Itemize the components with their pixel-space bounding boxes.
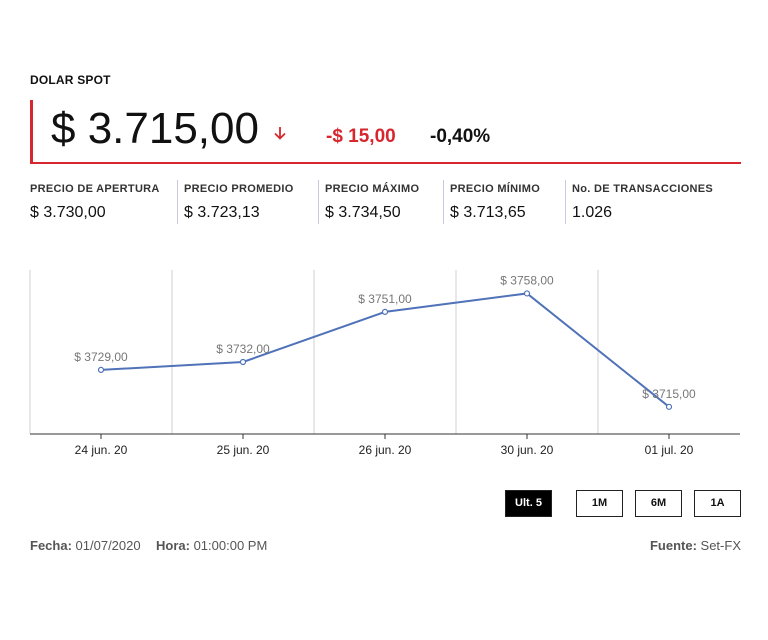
time-label: Hora:: [156, 538, 190, 553]
data-point: [381, 308, 389, 316]
current-price: $ 3.715,00: [51, 104, 259, 153]
x-tick-label: 24 jun. 20: [75, 443, 128, 457]
footer-date: Fecha: 01/07/2020: [30, 538, 141, 553]
stat-opening: PRECIO DE APERTURA $ 3.730,00: [30, 180, 160, 224]
date-label: Fecha:: [30, 538, 72, 553]
stat-label: PRECIO MÁXIMO: [325, 183, 420, 195]
time-value: 01:00:00 PM: [193, 538, 268, 553]
source-value: Set-FX: [700, 538, 741, 553]
arrow-down-icon: [274, 127, 286, 140]
stat-value: $ 3.723,13: [184, 204, 260, 221]
x-tick-label: 25 jun. 20: [217, 443, 270, 457]
x-tick-label: 30 jun. 20: [501, 443, 554, 457]
ticker-label: DOLAR SPOT: [30, 73, 111, 87]
data-label: $ 3751,00: [358, 292, 412, 306]
stat-average: PRECIO PROMEDIO $ 3.723,13: [177, 180, 294, 224]
x-tick-label: 26 jun. 20: [359, 443, 412, 457]
stat-value: 1.026: [572, 204, 613, 221]
data-point: [665, 403, 673, 410]
data-point: [239, 358, 247, 366]
x-tick-label: 01 jul. 20: [645, 443, 694, 457]
price-change-percent: -0,40%: [430, 126, 491, 147]
data-label: $ 3732,00: [216, 342, 270, 356]
footer-time: Hora: 01:00:00 PM: [156, 538, 267, 553]
stat-value: $ 3.730,00: [30, 204, 106, 221]
stat-value: $ 3.734,50: [325, 204, 401, 221]
data-label: $ 3729,00: [74, 350, 128, 364]
date-value: 01/07/2020: [75, 538, 141, 553]
data-label: $ 3715,00: [642, 387, 696, 401]
price-change: -$ 15,00: [326, 126, 396, 147]
stat-value: $ 3.713,65: [450, 204, 526, 221]
source-label: Fuente:: [649, 538, 697, 553]
stat-label: PRECIO DE APERTURA: [30, 183, 160, 195]
stat-transactions: No. DE TRANSACCIONES 1.026: [565, 180, 713, 224]
stat-label: No. DE TRANSACCIONES: [572, 183, 714, 195]
price-line-chart: 24 jun. 20 25 jun. 20 26 jun. 20 30 jun. 20…: [29, 270, 740, 457]
data-point: [97, 366, 105, 374]
range-button-1a[interactable]: 1A: [694, 490, 741, 517]
footer-source: Fuente: Set-FX: [650, 538, 741, 553]
stat-minimum: PRECIO MÍNIMO $ 3.713,65: [443, 180, 540, 224]
data-label: $ 3758,00: [500, 273, 554, 287]
price-panel: $ 3.715,00 -$ 15,00 -0,40%: [30, 100, 741, 164]
data-point: [523, 290, 531, 297]
stat-label: PRECIO MÍNIMO: [450, 183, 541, 195]
stat-label: PRECIO PROMEDIO: [184, 183, 294, 195]
stat-maximum: PRECIO MÁXIMO $ 3.734,50: [318, 180, 419, 224]
range-button-1m[interactable]: 1M: [576, 490, 623, 517]
range-button-ult5[interactable]: Ult. 5: [505, 490, 552, 517]
range-button-6m[interactable]: 6M: [635, 490, 682, 517]
